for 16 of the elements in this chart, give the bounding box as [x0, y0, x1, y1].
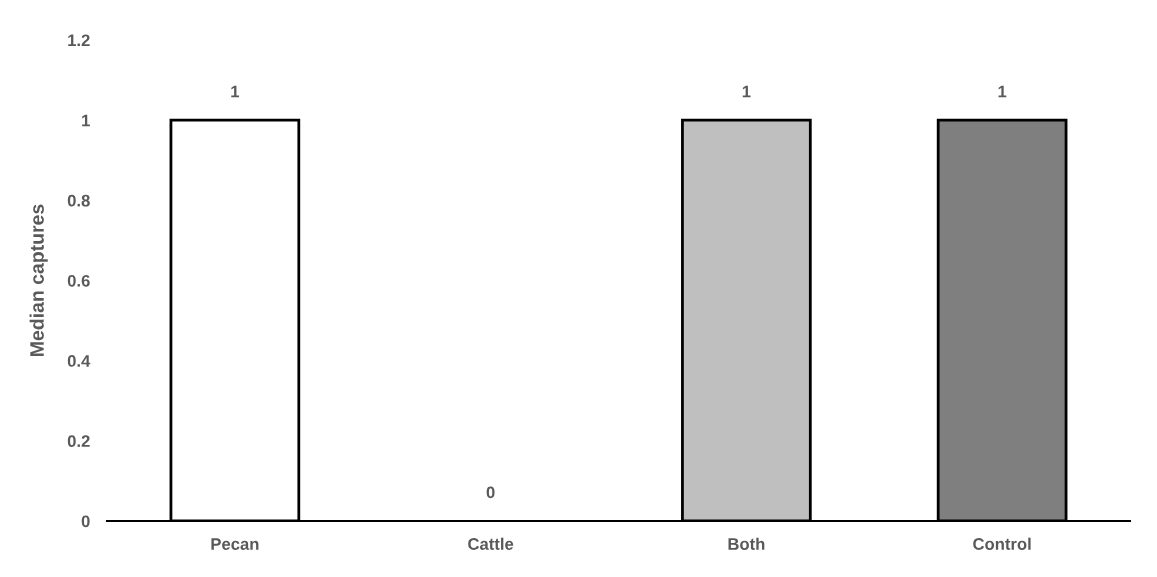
data-label: 1 [742, 85, 751, 98]
x-tick-label: Pecan [211, 538, 259, 550]
y-tick-label: 0 [81, 515, 90, 528]
x-tick-label: Cattle [468, 537, 514, 550]
data-label: 1 [231, 85, 240, 98]
y-tick-label: 1 [82, 114, 90, 127]
y-tick-label: 0.4 [67, 355, 91, 367]
y-tick-label: 0.2 [67, 435, 90, 448]
x-tick-label: Both [728, 537, 765, 550]
y-tick-label: 0.8 [67, 194, 90, 207]
data-label: 0 [486, 486, 495, 499]
y-tick-label: 1.2 [68, 34, 90, 47]
data-label: 1 [998, 85, 1007, 98]
y-tick-label: 0.6 [67, 274, 90, 287]
x-tick-label: Control [973, 537, 1031, 550]
y-axis-title: Median captures [29, 204, 48, 356]
